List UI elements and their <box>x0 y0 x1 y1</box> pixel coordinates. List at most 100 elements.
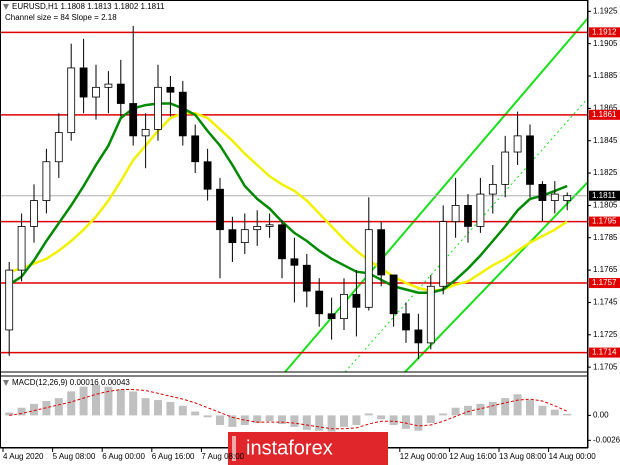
macd-bar <box>526 400 534 416</box>
candle-body <box>67 67 76 134</box>
icon <box>3 4 9 10</box>
x-tick-label: 6 Aug 00:00 <box>102 452 145 461</box>
y-tick-label: 1.1865 <box>593 103 618 112</box>
candle-body <box>154 86 162 130</box>
y-tick-label: 1.1785 <box>593 233 618 242</box>
candle-body <box>178 91 187 137</box>
candle-body <box>42 161 51 201</box>
macd-label: MACD(12,26,9) 0.00016 0.00043 <box>12 378 130 387</box>
candle-body <box>54 132 63 163</box>
moving-average <box>8 111 568 293</box>
macd-bar <box>116 389 125 416</box>
level-label-box <box>589 109 620 120</box>
y-tick-label: -0.0026 <box>593 435 620 444</box>
candle-body <box>116 83 125 104</box>
watermark-text: instaforex <box>246 437 333 459</box>
candle-body <box>340 293 348 320</box>
last-price-label: 1.1811 <box>592 191 616 200</box>
candle-body <box>141 128 150 137</box>
candle-body <box>228 229 237 244</box>
candle-body <box>5 269 14 331</box>
macd-bar <box>166 401 175 416</box>
macd-bar <box>154 400 162 416</box>
level-label: 1.1714 <box>592 348 617 357</box>
candle-body <box>488 183 497 195</box>
candle-body <box>451 205 460 222</box>
y-tick-label: 1.1825 <box>593 168 618 177</box>
candle-body <box>377 229 386 276</box>
candle-body <box>476 193 485 227</box>
candle-body <box>526 135 534 185</box>
macd-bar <box>203 415 212 418</box>
channel-middle <box>344 97 589 373</box>
macd-bar <box>501 398 510 416</box>
candle-body <box>414 329 423 344</box>
macd-bar <box>92 384 100 416</box>
macd-bar <box>54 398 63 416</box>
macd-bar <box>141 398 150 416</box>
candle-body <box>17 226 26 271</box>
macd-bar <box>5 412 14 416</box>
macd-bar <box>451 407 460 416</box>
candle-body <box>439 221 448 287</box>
candle-body <box>278 224 286 260</box>
y-tick-label: 1.1705 <box>593 362 618 371</box>
candle-body <box>240 229 249 244</box>
x-tick-label: 4 Aug 2020 <box>3 452 44 461</box>
y-tick-label: 1.1725 <box>593 330 618 339</box>
macd-bar <box>352 415 361 425</box>
macd-bar <box>364 413 373 416</box>
macd-bar <box>550 409 559 416</box>
macd-bar <box>464 405 472 416</box>
macd-bar <box>563 413 572 416</box>
y-tick-label: 1.1845 <box>593 136 618 145</box>
candle-body <box>302 264 311 292</box>
x-tick-label: 7 Aug 08:00 <box>201 452 244 461</box>
macd-bar <box>290 415 299 427</box>
candle-body <box>550 193 559 201</box>
macd-bar <box>191 411 200 416</box>
macd-bar <box>513 394 522 416</box>
y-tick-label: 1.1925 <box>593 6 618 15</box>
candle-body <box>191 135 200 163</box>
candle-body <box>203 161 212 190</box>
candle-body <box>216 188 224 231</box>
channel-lower <box>404 181 589 373</box>
macd-bar <box>402 415 410 429</box>
candle-body <box>513 135 522 153</box>
candle-body <box>104 83 113 88</box>
candle-body <box>563 195 572 201</box>
y-tick-label: 1.1885 <box>593 71 618 80</box>
level-label-box <box>589 27 620 38</box>
chart-title: EURUSD,H1 1.1808 1.1813 1.1802 1.1811 <box>12 2 165 11</box>
x-tick-label: 12 Aug 16:00 <box>449 452 497 461</box>
plot-area <box>0 25 588 432</box>
macd-bar <box>426 415 435 424</box>
macd-bar <box>377 415 386 420</box>
candle-body <box>327 313 336 320</box>
candle-body <box>79 67 88 98</box>
macd-bar <box>17 407 26 416</box>
level-label: 1.1912 <box>592 27 617 36</box>
moving-average <box>8 102 568 294</box>
macd-bar <box>104 386 113 416</box>
candle-body <box>30 200 38 227</box>
candle-body <box>426 285 435 344</box>
x-tick-label: 6 Aug 16:00 <box>152 452 195 461</box>
x-tick-label: 13 Aug 08:00 <box>499 452 547 461</box>
candle-body <box>253 226 262 231</box>
macd-bar <box>389 415 398 425</box>
macd-bar <box>302 415 311 430</box>
watermark-box <box>228 432 388 465</box>
macd-bar <box>67 391 76 416</box>
candle-body <box>290 258 299 266</box>
macd-bar <box>265 415 274 422</box>
y-tick-label: 1.1745 <box>593 298 618 307</box>
macd-bar <box>240 415 249 425</box>
level-label-box <box>589 347 620 358</box>
macd-bar <box>439 413 448 416</box>
macd-bar <box>129 391 138 416</box>
y-tick-label: 1.1805 <box>593 201 618 210</box>
macd-bar <box>327 415 336 432</box>
